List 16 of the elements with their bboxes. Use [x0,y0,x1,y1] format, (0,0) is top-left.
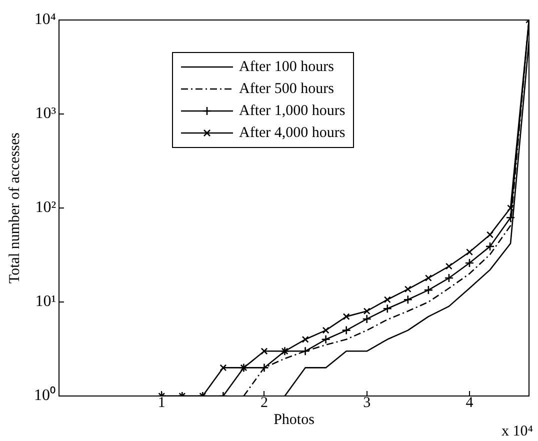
x-tick-label: 1 [158,394,166,411]
legend-label: After 1,000 hours [239,102,346,120]
y-tick-label: 10³ [35,105,56,122]
text: x 10⁴ [502,423,533,440]
legend-label: After 500 hours [239,80,334,98]
y-tick-label: 10¹ [35,293,56,310]
x-tick-label: 4 [466,394,474,411]
y-axis-title: Total number of accesses [6,132,23,284]
legend-label: After 100 hours [239,58,334,76]
y-tick-label: 10² [35,199,56,216]
x-axis-title: Photos [274,412,315,428]
y-tick-label: 10⁰ [34,386,56,404]
x-tick-label: 3 [363,394,371,411]
x-tick-label: 2 [260,394,268,411]
y-tick-label: 10⁴ [34,11,56,28]
legend-label: After 4,000 hours [239,124,346,142]
